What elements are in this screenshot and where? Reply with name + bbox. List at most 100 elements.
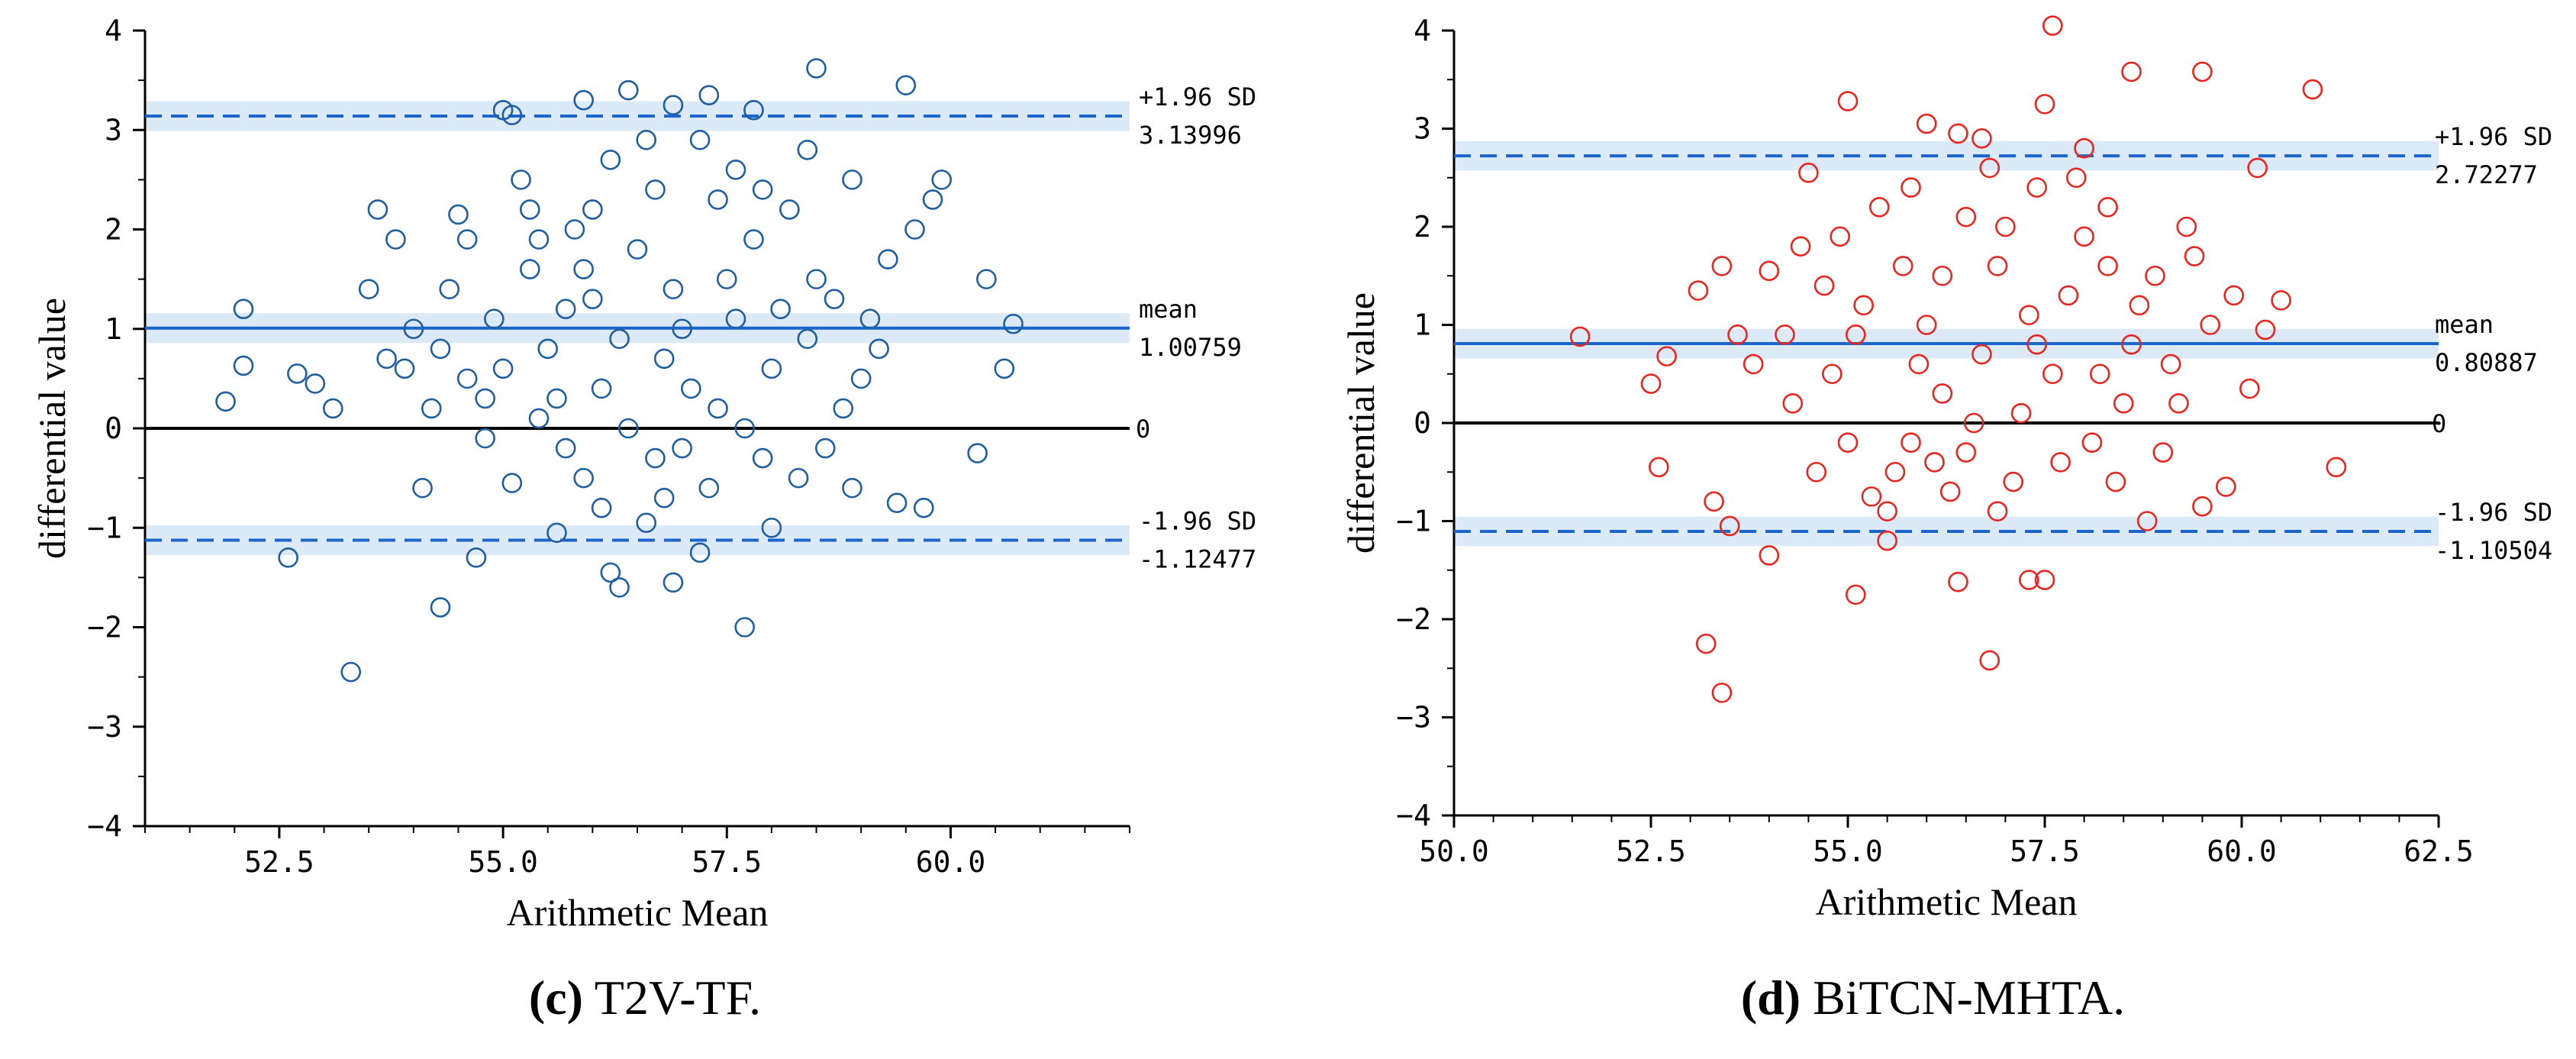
data-point bbox=[842, 170, 862, 190]
data-point bbox=[842, 477, 862, 499]
y-tick-label: 1 bbox=[105, 312, 122, 346]
data-point bbox=[689, 542, 711, 563]
data-point bbox=[770, 299, 791, 320]
data-point bbox=[456, 368, 478, 389]
data-point bbox=[573, 467, 594, 489]
data-point bbox=[1908, 354, 1930, 375]
data-point bbox=[2010, 402, 2032, 424]
data-point bbox=[385, 229, 406, 250]
data-point bbox=[2129, 295, 2150, 316]
data-point bbox=[967, 443, 988, 463]
lower-value-label: -1.10504 bbox=[2435, 536, 2552, 565]
data-point bbox=[367, 199, 388, 220]
data-point bbox=[430, 597, 451, 618]
data-point bbox=[681, 378, 701, 399]
data-point bbox=[725, 160, 746, 180]
upper-value-label: 2.72277 bbox=[2435, 160, 2538, 189]
data-point bbox=[466, 547, 487, 568]
upper-label: +1.96 SD bbox=[1139, 82, 1256, 111]
data-point bbox=[2160, 354, 2181, 375]
data-point bbox=[869, 338, 889, 360]
data-point bbox=[1884, 461, 1906, 483]
y-tick-label: 0 bbox=[105, 412, 122, 445]
data-point bbox=[1837, 432, 1859, 454]
data-point bbox=[797, 140, 818, 160]
data-point bbox=[2200, 315, 2221, 335]
y-tick-label: −2 bbox=[1396, 602, 1431, 636]
data-point bbox=[2326, 457, 2347, 478]
data-point bbox=[358, 279, 379, 299]
y-tick-label: −3 bbox=[1396, 701, 1431, 735]
data-point bbox=[2113, 392, 2134, 414]
x-tick-label: 55.0 bbox=[468, 845, 538, 879]
data-point bbox=[2255, 319, 2276, 341]
data-point bbox=[2145, 265, 2165, 286]
x-tick-label: 50.0 bbox=[1419, 835, 1489, 868]
mean-label: mean bbox=[2435, 310, 2494, 339]
data-point bbox=[573, 89, 594, 111]
data-point bbox=[2136, 511, 2158, 531]
data-point bbox=[2121, 334, 2142, 355]
data-point bbox=[233, 355, 254, 376]
data-point bbox=[600, 562, 621, 583]
data-point bbox=[1727, 324, 1748, 345]
x-tick-label: 55.0 bbox=[1813, 835, 1883, 868]
data-point bbox=[1782, 392, 1804, 414]
data-point bbox=[609, 577, 630, 598]
data-point bbox=[2026, 334, 2047, 355]
data-point bbox=[886, 492, 908, 513]
data-point bbox=[1003, 313, 1024, 334]
data-point bbox=[698, 85, 720, 105]
data-point bbox=[1916, 113, 1937, 134]
caption-d-letter: (d) bbox=[1740, 970, 1801, 1025]
data-point bbox=[1711, 683, 1733, 703]
data-point bbox=[1798, 163, 1819, 183]
data-point bbox=[663, 95, 684, 115]
data-point bbox=[439, 279, 460, 299]
data-point bbox=[2050, 452, 2071, 473]
data-point bbox=[591, 378, 612, 399]
data-point bbox=[1955, 442, 1977, 463]
data-point bbox=[305, 373, 326, 394]
y-tick-label: 4 bbox=[1414, 14, 1431, 47]
mean-value-label: 1.00759 bbox=[1139, 333, 1242, 362]
data-point bbox=[1861, 486, 1882, 507]
data-point bbox=[2089, 363, 2110, 385]
data-point bbox=[2074, 226, 2094, 247]
data-point bbox=[2223, 285, 2244, 306]
data-point bbox=[617, 79, 639, 101]
data-point bbox=[287, 363, 308, 384]
data-point bbox=[2192, 496, 2213, 517]
data-point bbox=[752, 179, 773, 200]
y-tick-label: −1 bbox=[1396, 505, 1431, 538]
x-tick-label: 52.5 bbox=[1616, 835, 1686, 868]
data-point bbox=[519, 259, 540, 279]
data-point bbox=[716, 269, 737, 289]
data-point bbox=[484, 308, 505, 330]
data-point bbox=[1814, 275, 1835, 296]
data-point bbox=[1987, 256, 2008, 276]
data-point bbox=[878, 249, 898, 270]
data-point bbox=[528, 229, 550, 250]
data-point bbox=[1853, 295, 1874, 316]
data-point bbox=[2065, 167, 2087, 189]
data-point bbox=[922, 189, 943, 210]
upper-label: +1.96 SD bbox=[2435, 122, 2552, 151]
zero-value-label: 0 bbox=[1136, 415, 1150, 444]
data-point bbox=[931, 170, 953, 190]
data-point bbox=[1719, 515, 1740, 537]
data-point bbox=[824, 289, 845, 309]
y-tick-label: −4 bbox=[87, 809, 122, 843]
data-point bbox=[2192, 61, 2213, 82]
data-point bbox=[1846, 584, 1866, 605]
data-point bbox=[1939, 481, 1961, 502]
data-point bbox=[617, 418, 639, 439]
data-point bbox=[1916, 315, 1937, 335]
data-point bbox=[734, 418, 756, 439]
data-point bbox=[1704, 491, 1724, 512]
data-point bbox=[797, 328, 818, 350]
caption-c-letter: (c) bbox=[528, 970, 583, 1025]
lower-label: -1.96 SD bbox=[2435, 498, 2552, 527]
data-point bbox=[2026, 177, 2047, 198]
data-point bbox=[2019, 305, 2039, 325]
